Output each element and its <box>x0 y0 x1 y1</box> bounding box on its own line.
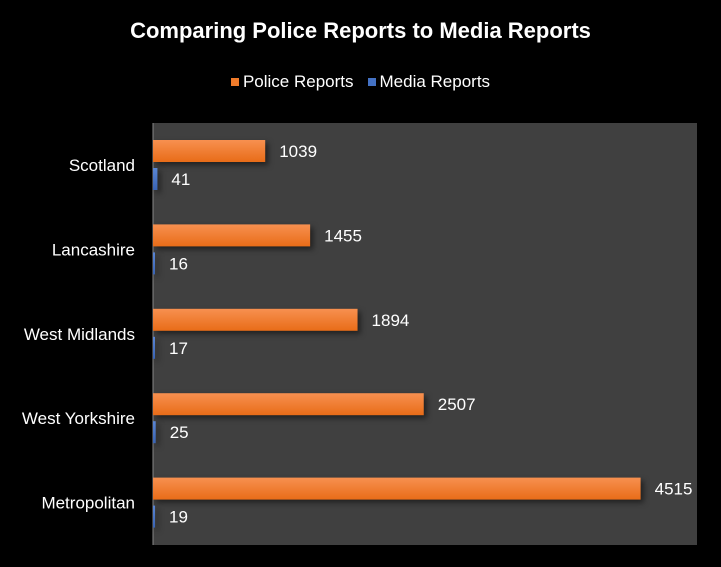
legend-swatch-media <box>367 78 376 86</box>
data-label: 2507 <box>438 395 476 414</box>
category-label: Scotland <box>69 156 135 175</box>
bar-police <box>153 224 311 247</box>
data-label: 4515 <box>655 480 693 499</box>
data-label: 1455 <box>324 226 362 245</box>
legend: Police Reports Media Reports <box>0 72 721 92</box>
data-label: 41 <box>171 170 190 189</box>
category-label: Metropolitan <box>41 494 135 513</box>
category-label: Lancashire <box>52 240 135 259</box>
legend-label-police: Police Reports <box>242 72 354 91</box>
plot-area <box>153 123 697 545</box>
data-label: 1039 <box>279 142 317 161</box>
bar-media <box>153 168 158 190</box>
bar-police <box>153 308 358 331</box>
bar-media <box>153 252 155 275</box>
bar-police <box>153 140 266 162</box>
data-label: 1894 <box>372 311 410 330</box>
legend-swatch-police <box>230 78 239 86</box>
data-label: 19 <box>169 508 188 527</box>
legend-item-police: Police Reports <box>230 72 354 92</box>
data-label: 17 <box>169 339 188 358</box>
data-label: 25 <box>170 423 189 442</box>
bar-media <box>153 336 155 359</box>
legend-item-media: Media Reports <box>367 72 491 92</box>
legend-label-media: Media Reports <box>379 72 491 91</box>
category-label: West Midlands <box>24 325 135 344</box>
bar-police <box>153 477 641 500</box>
bar-media <box>153 421 156 444</box>
data-label: 16 <box>169 254 188 273</box>
chart-title: Comparing Police Reports to Media Report… <box>130 18 591 43</box>
bar-police <box>153 393 424 416</box>
bar-media <box>153 505 156 528</box>
category-label: West Yorkshire <box>22 409 135 428</box>
